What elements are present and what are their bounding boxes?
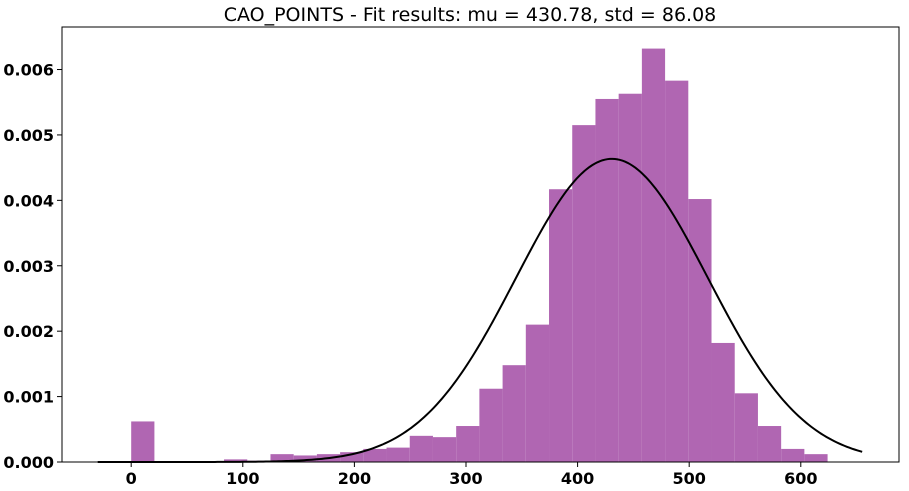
x-tick-label: 500 — [672, 469, 705, 488]
chart-title: CAO_POINTS - Fit results: mu = 430.78, s… — [224, 4, 717, 26]
histogram-bar — [595, 98, 619, 462]
histogram-bar — [363, 448, 387, 462]
histogram-bar — [757, 426, 782, 462]
histogram-bar — [572, 125, 596, 462]
y-tick-label: 0.005 — [3, 126, 54, 145]
histogram-bars — [131, 48, 828, 463]
histogram-bar — [549, 189, 573, 462]
histogram-bar — [386, 447, 410, 462]
histogram-bar — [224, 459, 248, 462]
y-axis: 0.000 0.001 0.002 0.003 0.004 0.005 0.006 — [3, 61, 62, 472]
x-axis: 0 100 200 300 400 500 600 — [126, 462, 817, 488]
y-tick-label: 0.006 — [3, 61, 54, 80]
histogram-bar — [432, 437, 457, 462]
x-tick-label: 300 — [449, 469, 482, 488]
histogram-bar — [781, 448, 805, 462]
histogram-bar — [734, 393, 758, 462]
histogram-bar — [340, 452, 364, 462]
histogram-bar — [711, 342, 735, 462]
histogram-bar — [131, 421, 155, 462]
y-tick-label: 0.003 — [3, 257, 54, 276]
histogram-bar — [525, 324, 550, 462]
x-tick-label: 200 — [338, 469, 371, 488]
x-tick-label: 100 — [226, 469, 259, 488]
histogram-bar — [804, 454, 828, 462]
histogram-bar — [479, 388, 503, 462]
histogram-bar — [502, 365, 526, 462]
histogram-bar — [293, 455, 317, 462]
x-tick-label: 400 — [561, 469, 594, 488]
y-tick-label: 0.002 — [3, 322, 54, 341]
x-tick-label: 0 — [126, 469, 137, 488]
histogram-bar — [270, 454, 294, 462]
histogram-bar — [688, 199, 712, 462]
y-tick-label: 0.001 — [3, 388, 54, 407]
y-tick-label: 0.000 — [3, 453, 54, 472]
x-tick-label: 600 — [784, 469, 817, 488]
histogram-bar — [409, 435, 433, 462]
plot-frame — [61, 26, 900, 463]
histogram-bar — [456, 426, 480, 462]
histogram-bar — [618, 93, 642, 462]
y-tick-label: 0.004 — [3, 191, 54, 210]
histogram-bar — [641, 48, 666, 463]
histogram-bar — [665, 80, 689, 462]
